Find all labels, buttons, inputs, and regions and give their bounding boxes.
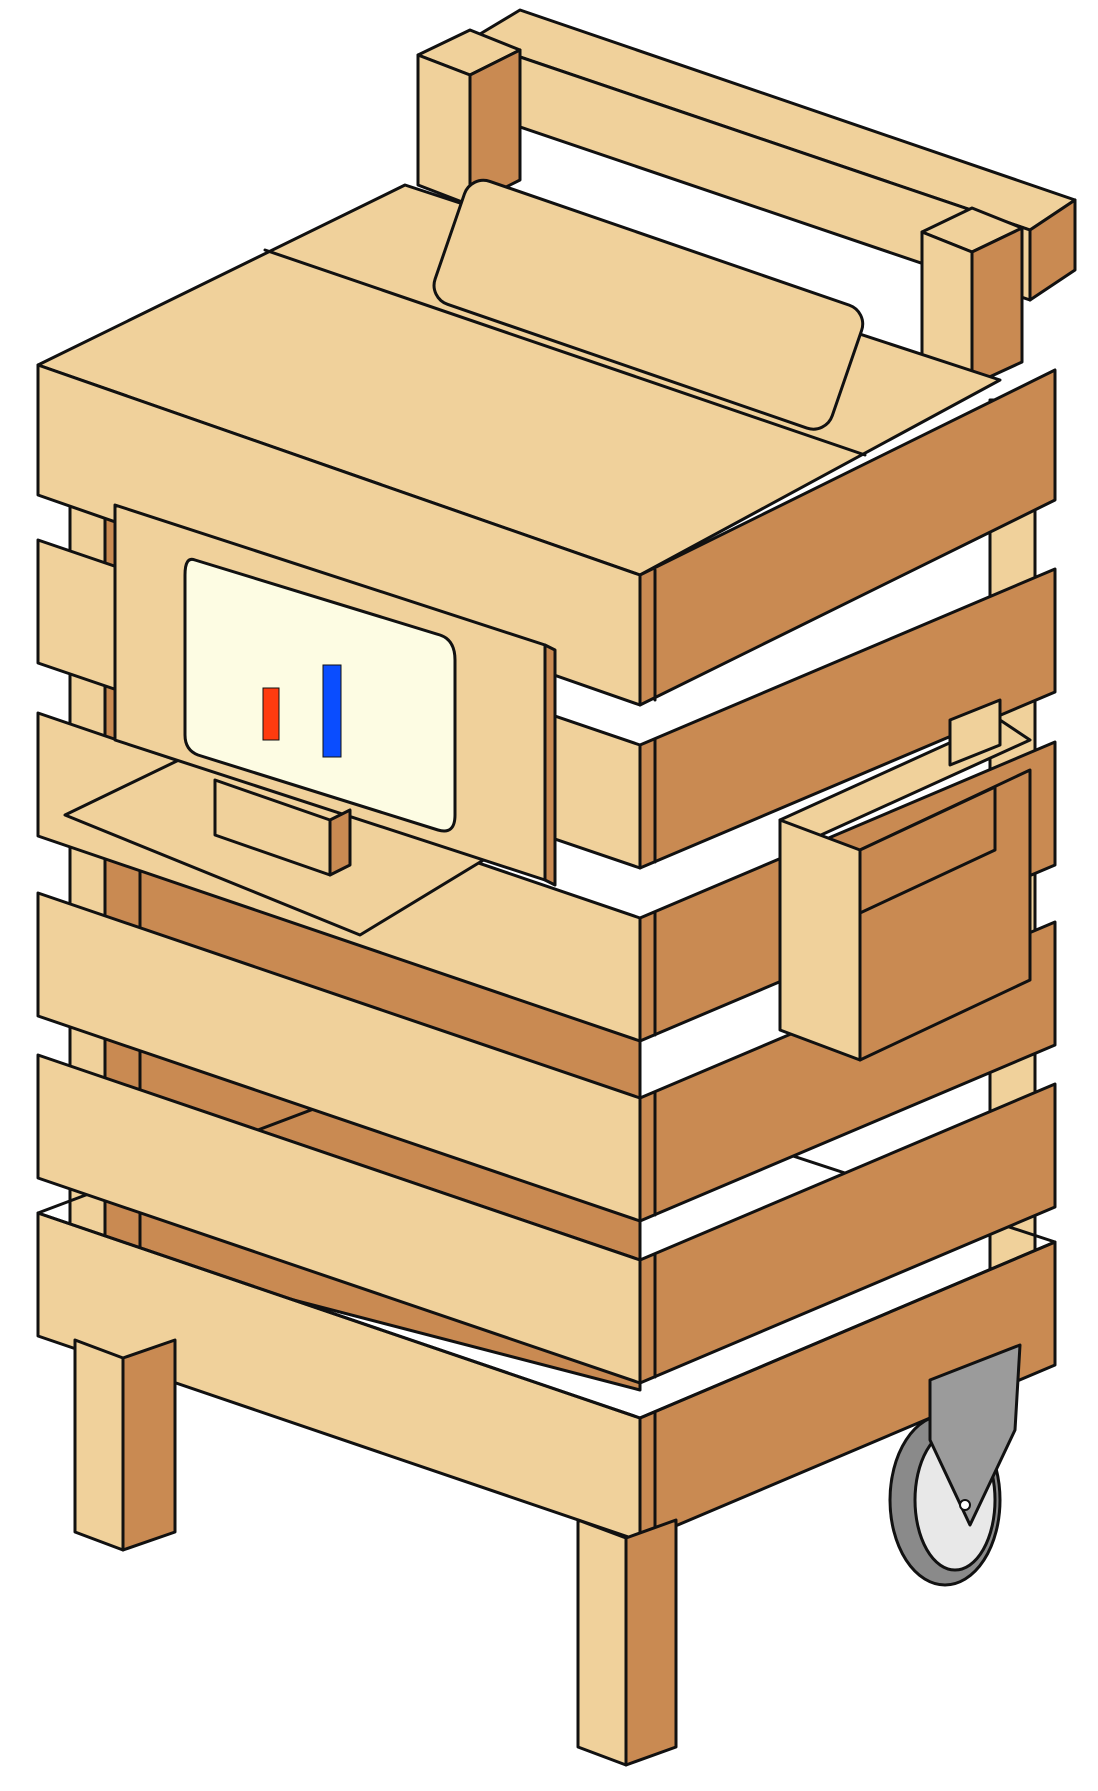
top-box bbox=[36, 178, 1057, 707]
handle bbox=[416, 8, 1077, 387]
caster-wheel-icon bbox=[888, 1343, 1022, 1587]
front-left-leg-face bbox=[73, 1338, 125, 1552]
caster-bracket bbox=[928, 1343, 1022, 1527]
screen-red-bar bbox=[262, 687, 280, 741]
handle-right-post-side bbox=[970, 226, 1024, 387]
screen-frame-edge bbox=[543, 643, 557, 887]
pocket-divider bbox=[858, 785, 997, 915]
screen-display bbox=[183, 557, 457, 833]
slat-level-4 bbox=[36, 1053, 1057, 1385]
pocket-back-tab bbox=[948, 698, 1002, 767]
screen-blue-bar bbox=[322, 664, 342, 758]
front-right-leg-face bbox=[576, 1518, 628, 1767]
screen-stand-side bbox=[328, 808, 352, 877]
side-pocket bbox=[778, 698, 1032, 1062]
front-right-leg-side bbox=[624, 1518, 678, 1767]
front-screen-panel bbox=[63, 503, 557, 937]
slat-4-side bbox=[638, 1082, 1057, 1385]
front-left-leg-side bbox=[121, 1338, 177, 1552]
slat-1-side bbox=[638, 567, 1057, 870]
pocket-front bbox=[778, 818, 862, 1062]
lid-seam bbox=[263, 248, 867, 457]
handle-rail-end bbox=[1028, 198, 1077, 302]
handle-left-post-side bbox=[468, 48, 522, 207]
wheel-axle bbox=[959, 1499, 971, 1511]
lid-panel bbox=[432, 178, 865, 431]
top-box-side bbox=[638, 368, 1057, 707]
legs bbox=[73, 1338, 678, 1767]
handle-left-post-face bbox=[416, 53, 472, 207]
